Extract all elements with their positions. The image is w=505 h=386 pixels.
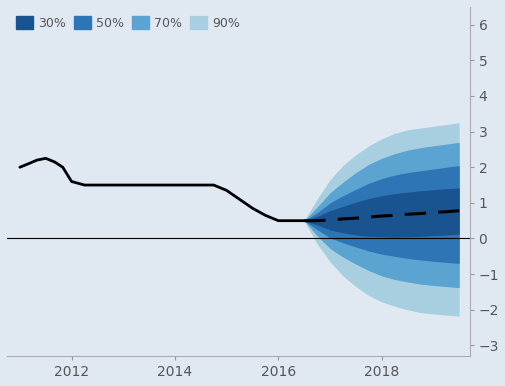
Legend: 30%, 50%, 70%, 90%: 30%, 50%, 70%, 90% — [13, 13, 242, 32]
